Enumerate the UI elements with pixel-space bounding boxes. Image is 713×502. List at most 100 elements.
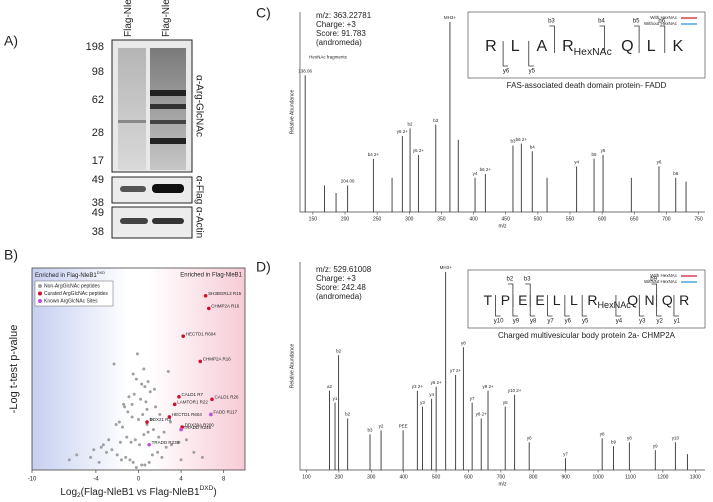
point	[142, 433, 146, 437]
peak-label: 204.09	[341, 179, 355, 184]
text-part: (Flag-NleB1 vs Flag-NleB1	[81, 487, 200, 498]
point	[152, 387, 156, 391]
peak-label: y6 2+	[397, 129, 409, 134]
point	[134, 465, 138, 469]
legend-label: Curated ArgGlcNAc peptides	[44, 291, 108, 297]
spectrum-info: Score: 91.783	[316, 29, 366, 38]
y-ion: y4	[616, 319, 623, 325]
cleavage	[656, 295, 662, 317]
cleavage	[673, 295, 679, 317]
b-ion: b2	[507, 277, 514, 283]
peak-label: b9	[611, 439, 617, 444]
x-tick-label: 900	[562, 474, 571, 480]
peak-label: b2	[345, 412, 351, 417]
marker-label: 198	[86, 41, 104, 53]
point	[177, 394, 181, 399]
point	[110, 448, 114, 452]
x-tick-label: 500	[432, 474, 441, 480]
residue: N	[645, 292, 655, 308]
ion-legend-label: Without HexNAc	[644, 279, 678, 284]
point	[132, 392, 136, 396]
point	[135, 352, 139, 356]
text-part: HexNAc	[574, 47, 612, 58]
residue: E	[535, 292, 544, 308]
text-part: Flag-NleB1	[161, 0, 172, 37]
point-label: HECTD1 R604	[186, 331, 217, 336]
x-tick-label: 600	[464, 474, 473, 480]
y-ion: y5	[529, 69, 536, 75]
point	[154, 405, 158, 409]
peak-label: y5	[503, 400, 508, 405]
point	[157, 435, 161, 439]
cleavage	[528, 41, 534, 67]
residue: T	[483, 292, 492, 308]
x-tick-label: 300	[367, 474, 376, 480]
x-tick-label: 600	[598, 216, 607, 222]
panel-label: B)	[4, 247, 18, 263]
cleavage	[659, 25, 666, 53]
peak-label: b3	[368, 428, 374, 433]
point	[99, 445, 103, 449]
x-tick-label: 0	[137, 477, 141, 483]
peak-label: b6 2+	[516, 137, 528, 142]
point	[146, 380, 150, 384]
point	[170, 443, 174, 447]
peak-label: y1	[333, 396, 338, 401]
spectrum-info: (andromeda)	[316, 38, 362, 47]
peak-label: MH3+	[440, 265, 453, 270]
peak-label: b2	[408, 122, 414, 127]
point	[143, 463, 147, 467]
protein-name: FAS-associated death domain protein- FAD…	[507, 81, 667, 90]
peak-label: b6	[673, 171, 679, 176]
text-part: K	[672, 38, 683, 55]
cleavage	[529, 295, 536, 317]
b-ion: b3	[548, 19, 555, 25]
peak-label: y8	[600, 432, 605, 437]
text-part: )	[213, 487, 216, 498]
point	[150, 453, 154, 457]
antibody-label: α-Flag	[193, 176, 204, 205]
y-axis-label: -Log t-test p-value	[8, 325, 20, 414]
point	[139, 397, 143, 401]
point	[145, 423, 149, 427]
lane-label: Flag-NleB1DXD	[121, 0, 133, 37]
protein-name: Charged multivesicular body protein 2a- …	[498, 331, 676, 340]
point	[125, 435, 129, 439]
text-part: L	[647, 38, 656, 55]
residue: L	[647, 38, 656, 55]
point	[126, 410, 130, 414]
legend-marker	[38, 284, 42, 288]
residue: L	[570, 292, 578, 308]
peak-label: b3	[510, 139, 516, 144]
peak-label: y10	[672, 435, 680, 440]
cleavage	[638, 295, 645, 317]
cleavage	[634, 25, 640, 53]
antibody-label: α-Arg-GlcNAc	[193, 75, 204, 137]
legend-label: Known ArgGlcNAc Sites	[44, 298, 98, 304]
point-label: LAMTOR1 R22	[177, 400, 208, 405]
peak-label: y7 2+	[450, 368, 462, 373]
marker-label: 38	[92, 197, 104, 209]
peak-label: y5	[601, 148, 606, 153]
text-part: HexNAc	[597, 300, 631, 310]
text-part: Flag-NleB1	[123, 0, 134, 37]
panel-label: C)	[256, 5, 271, 21]
peak-label: y7	[563, 451, 568, 456]
spectrum-info: (andromeda)	[316, 292, 362, 301]
b-ion: b9	[650, 277, 657, 283]
x-tick-label: 350	[437, 216, 446, 222]
point	[209, 412, 213, 417]
point	[114, 423, 118, 427]
spectrum-info: Charge: +3	[316, 274, 356, 283]
cleavage	[512, 295, 518, 317]
point	[144, 400, 148, 404]
x-tick-label: 650	[630, 216, 639, 222]
cleavage	[549, 25, 555, 53]
point	[92, 448, 96, 452]
point-label: FADD R117	[213, 410, 237, 415]
text-part: DXD	[200, 485, 214, 492]
point	[107, 438, 111, 442]
point	[181, 334, 186, 338]
text-part: R	[679, 292, 689, 308]
